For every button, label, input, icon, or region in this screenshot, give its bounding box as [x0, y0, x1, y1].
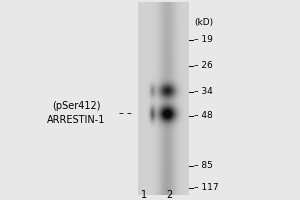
Text: (kD): (kD)	[194, 18, 213, 26]
Text: (pSer412): (pSer412)	[52, 101, 101, 111]
Text: – 34: – 34	[194, 88, 213, 97]
Text: 2: 2	[167, 190, 172, 200]
Text: – 117: – 117	[194, 184, 219, 192]
Bar	[0, 0, 138, 200]
Text: ARRESTIN-1: ARRESTIN-1	[47, 115, 106, 125]
Text: – 26: – 26	[194, 62, 213, 71]
Text: – 19: – 19	[194, 36, 213, 45]
Bar	[189, 0, 300, 200]
Text: – 85: – 85	[194, 162, 213, 170]
Text: – 48: – 48	[194, 112, 213, 120]
Text: 1: 1	[141, 190, 147, 200]
Text: – –: – –	[119, 108, 132, 118]
